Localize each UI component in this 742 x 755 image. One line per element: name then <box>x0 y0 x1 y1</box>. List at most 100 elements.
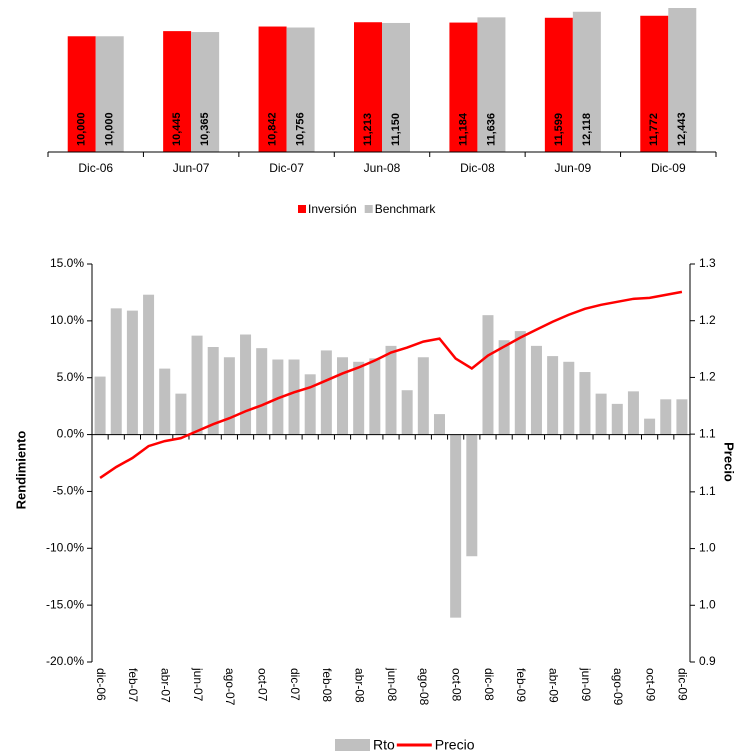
bar <box>498 340 510 435</box>
bar <box>143 294 155 435</box>
x-tick-label: Jun-09 <box>555 161 592 175</box>
legend-label: Benchmark <box>375 202 437 216</box>
x-tick-label: dic-09 <box>676 668 690 701</box>
legend-swatch <box>364 205 373 213</box>
x-tick-label: abr-09 <box>546 668 560 703</box>
bar <box>611 403 623 435</box>
bar <box>530 345 542 435</box>
y-tick-label: -20.0% <box>46 654 84 668</box>
bar <box>640 15 669 152</box>
y2-tick-label: 1.0 <box>699 541 716 555</box>
x-tick-label: Jun-08 <box>364 161 401 175</box>
bar <box>382 22 410 153</box>
bar <box>482 315 494 435</box>
x-tick-label: jun-08 <box>385 667 399 702</box>
bar <box>433 414 445 435</box>
x-tick-label: feb-09 <box>514 668 528 702</box>
x-tick-label: feb-08 <box>320 668 334 702</box>
x-tick-label: feb-07 <box>126 668 140 702</box>
bar <box>320 350 332 435</box>
bar <box>547 356 559 435</box>
bar <box>676 399 688 435</box>
y-tick-label: 15.0% <box>50 256 84 270</box>
y2-tick-label: 1.3 <box>699 256 716 270</box>
y2-tick-label: 1.2 <box>699 313 716 327</box>
value-label: 10,365 <box>199 112 211 146</box>
y2-tick-label: 1.2 <box>699 370 716 384</box>
x-tick-label: dic-06 <box>94 668 108 701</box>
x-tick-label: abr-07 <box>159 668 173 703</box>
bar <box>595 393 607 435</box>
bar <box>644 418 656 435</box>
x-tick-label: Dic-08 <box>460 161 495 175</box>
x-tick-label: oct-08 <box>449 668 463 702</box>
bar <box>668 8 697 152</box>
x-tick-label: dic-08 <box>482 668 496 701</box>
bar <box>337 357 349 435</box>
y2-tick-label: 1.1 <box>699 426 716 440</box>
value-label: 11,772 <box>648 113 660 146</box>
y2-axis-title: Precio <box>722 442 737 482</box>
bar <box>572 11 601 152</box>
value-label: 10,756 <box>294 112 306 146</box>
bar <box>477 17 506 152</box>
x-tick-label: ago-07 <box>223 668 237 706</box>
bar <box>95 36 124 153</box>
value-label: 10,445 <box>171 112 183 146</box>
bar <box>304 374 316 435</box>
bar <box>159 368 171 435</box>
bar <box>110 308 122 435</box>
bar <box>240 334 252 435</box>
x-tick-label: Jun-07 <box>173 161 210 175</box>
x-tick-label: Dic-06 <box>78 161 113 175</box>
x-tick-label: ago-09 <box>611 668 625 706</box>
x-tick-label: oct-07 <box>256 668 270 702</box>
y-tick-label: -5.0% <box>53 484 85 498</box>
bar <box>207 347 219 435</box>
value-label: 12,118 <box>581 113 593 146</box>
bar <box>288 359 300 435</box>
y-tick-label: 5.0% <box>57 370 85 384</box>
bar <box>450 434 462 618</box>
value-label: 11,150 <box>390 113 402 146</box>
bar <box>354 22 382 152</box>
y-axis-title: Rendimiento <box>13 431 28 510</box>
bar <box>563 361 575 435</box>
x-tick-label: abr-08 <box>353 668 367 703</box>
x-tick-label: oct-09 <box>643 668 657 702</box>
y-tick-label: 10.0% <box>50 313 84 327</box>
bar <box>401 390 413 435</box>
y2-tick-label: 0.9 <box>699 654 716 668</box>
x-tick-label: jun-09 <box>579 667 593 702</box>
bar <box>660 399 672 435</box>
line <box>99 290 683 479</box>
bar <box>369 358 381 435</box>
y-tick-label: -10.0% <box>46 540 84 554</box>
bar <box>256 348 268 435</box>
bar <box>126 310 138 435</box>
bar <box>579 372 591 435</box>
bar <box>163 31 192 152</box>
bar <box>353 361 365 435</box>
bar <box>385 345 397 435</box>
y2-tick-label: 1.1 <box>699 484 716 498</box>
y-tick-label: 0.0% <box>57 427 85 441</box>
bar <box>627 391 639 435</box>
legend-label: Precio <box>435 737 475 753</box>
value-label: 10,842 <box>266 112 278 146</box>
bar <box>258 26 287 152</box>
bar <box>175 393 187 435</box>
value-label: 11,636 <box>485 113 497 146</box>
bar <box>514 331 526 435</box>
x-tick-label: dic-07 <box>288 668 302 701</box>
bar <box>417 357 429 435</box>
bar <box>466 434 478 557</box>
bar <box>223 357 235 435</box>
bar <box>191 335 203 435</box>
value-label: 12,443 <box>676 112 688 146</box>
bar <box>191 32 220 153</box>
legend-label: Rto <box>373 737 395 753</box>
value-label: 11,213 <box>362 113 374 146</box>
legend-swatch <box>335 739 370 751</box>
